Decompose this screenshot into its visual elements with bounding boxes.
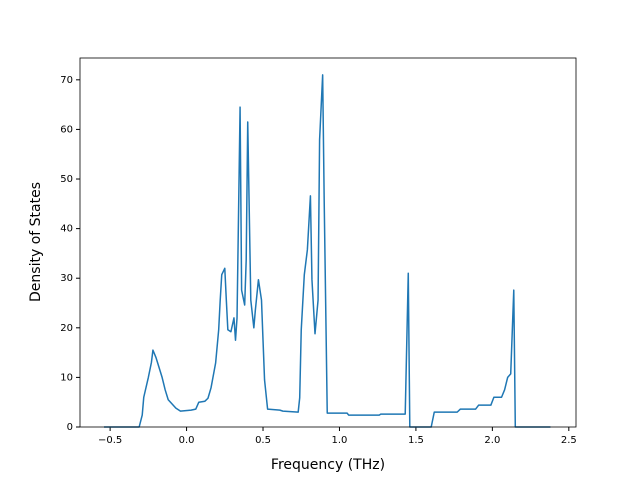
- y-tick-label: 40: [60, 224, 73, 235]
- y-tick-label: 0: [67, 422, 73, 433]
- x-tick-label: 2.5: [561, 435, 577, 446]
- y-tick-label: 20: [60, 323, 73, 334]
- x-tick-label: −0.5: [98, 435, 122, 446]
- x-tick-label: 1.5: [408, 435, 424, 446]
- x-tick-label: 2.0: [484, 435, 500, 446]
- y-tick-label: 60: [60, 124, 73, 135]
- y-tick-label: 70: [60, 75, 73, 86]
- y-tick-label: 10: [60, 372, 73, 383]
- x-tick-label: 0.5: [255, 435, 271, 446]
- y-tick-label: 30: [60, 273, 73, 284]
- x-tick-label: 0.0: [179, 435, 195, 446]
- plot-frame: [79, 57, 577, 428]
- y-axis-label: Density of States: [28, 182, 44, 302]
- line: [104, 74, 551, 428]
- y-tick-label: 50: [60, 174, 73, 185]
- x-axis-label: Frequency (THz): [271, 457, 385, 473]
- x-tick-label: 1.0: [332, 435, 348, 446]
